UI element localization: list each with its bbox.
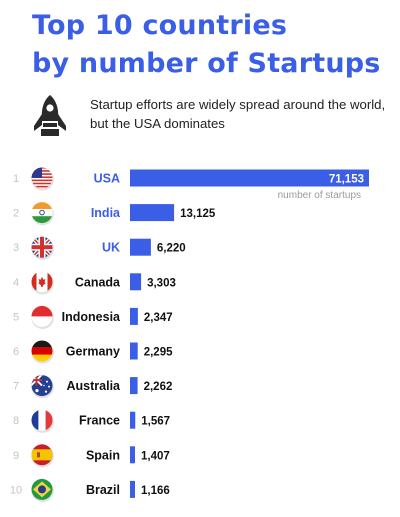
title-line-1: Top 10 countries <box>32 10 288 41</box>
bar <box>130 307 138 325</box>
country-label: USA <box>94 172 120 186</box>
value-label: 6,220 <box>157 243 186 255</box>
rank-number: 3 <box>13 242 19 254</box>
flag-brazil-icon <box>31 478 54 502</box>
flag-germany-icon <box>31 340 54 364</box>
country-label: France <box>79 414 120 428</box>
rank-number: 5 <box>13 311 19 323</box>
value-label: 2,295 <box>144 347 173 359</box>
country-label: Spain <box>86 448 120 462</box>
bar <box>130 169 369 187</box>
flag-indonesia-icon <box>31 305 54 329</box>
rank-number: 2 <box>13 208 19 220</box>
country-label: UK <box>102 241 120 255</box>
value-label: 1,567 <box>141 416 170 428</box>
bar <box>130 446 135 464</box>
bar <box>130 238 151 256</box>
value-label: 3,303 <box>147 277 176 289</box>
rocket-icon <box>34 95 66 136</box>
rank-number: 4 <box>13 277 19 289</box>
bar <box>130 411 136 429</box>
country-label: Indonesia <box>62 310 121 324</box>
title-line-2: by number of Startups <box>32 48 381 79</box>
rank-number: 9 <box>13 450 19 462</box>
value-label: 1,407 <box>141 450 170 462</box>
value-label: 71,153 <box>329 174 364 186</box>
rank-number: 1 <box>13 173 19 185</box>
flag-australia-icon <box>31 375 54 399</box>
bar <box>130 377 138 395</box>
flag-france-icon <box>31 409 54 433</box>
flag-usa-icon <box>31 167 54 191</box>
country-label: Australia <box>67 379 122 393</box>
value-label: 2,347 <box>144 312 173 324</box>
value-label: 13,125 <box>180 208 216 220</box>
rank-number: 8 <box>13 415 19 427</box>
country-label: Brazil <box>86 483 120 497</box>
country-label: Canada <box>75 275 121 289</box>
subtitle: Startup efforts are widely spread around… <box>90 97 386 131</box>
value-label: 1,166 <box>141 485 170 497</box>
value-unit-label: number of startups <box>278 190 361 201</box>
flag-canada-icon <box>31 271 54 295</box>
flag-spain-icon <box>31 444 54 468</box>
country-label: India <box>91 206 121 220</box>
bar <box>130 342 138 360</box>
bar <box>130 480 135 498</box>
flag-india-icon <box>31 202 54 226</box>
country-label: Germany <box>66 345 120 359</box>
rank-number: 6 <box>13 346 19 358</box>
flag-uk-icon <box>31 236 54 260</box>
bar <box>130 273 142 291</box>
value-label: 2,262 <box>144 381 173 393</box>
rank-number: 7 <box>13 381 19 393</box>
bar <box>130 204 175 222</box>
rank-number: 10 <box>10 484 22 496</box>
